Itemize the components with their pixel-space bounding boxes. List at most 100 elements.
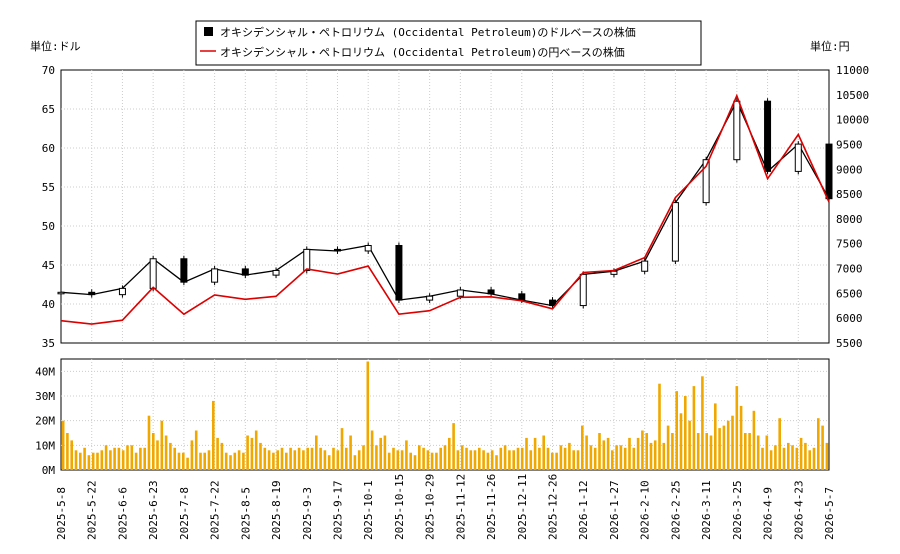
volume-bar [109, 450, 112, 470]
volume-bar [825, 442, 829, 470]
volume-bar [817, 418, 820, 470]
volume-bar [714, 403, 717, 470]
volume-bar [744, 433, 747, 470]
xtick-label: 2025-10-15 [393, 474, 406, 540]
volume-tick-label: 40M [35, 365, 55, 378]
usd-candle [426, 295, 434, 301]
usd-price-line [60, 99, 830, 307]
usd-candle [456, 289, 464, 297]
volume-bar [70, 440, 73, 470]
volume-bar [199, 452, 202, 470]
legend-usd-marker [204, 27, 213, 36]
usd-candle [671, 202, 679, 262]
volume-bar [572, 450, 575, 470]
xtick-label: 2025-6-6 [116, 487, 129, 540]
usd-candle [610, 270, 618, 275]
volume-bar [503, 445, 507, 470]
volume-bar [306, 447, 309, 470]
volume-bar [735, 386, 739, 470]
volume-bar [400, 450, 404, 470]
volume-bar [126, 445, 129, 470]
volume-bar [212, 400, 215, 470]
volume-bar [671, 433, 674, 470]
volume-bar [692, 386, 696, 470]
volume-bar [422, 447, 425, 470]
volume-bar [332, 447, 335, 470]
volume-bar [263, 447, 267, 470]
volume-bar [593, 447, 597, 470]
xtick-label: 2025-9-3 [301, 487, 314, 540]
volume-bar [508, 450, 511, 470]
volume-bar [568, 442, 571, 470]
volume-bar [520, 447, 524, 470]
volume-tick-label: 10M [35, 439, 55, 452]
volume-bar [87, 455, 91, 470]
volume-bar [190, 440, 194, 470]
volume-bar [336, 450, 340, 470]
volume-bar [696, 433, 700, 470]
volume-bar [61, 420, 65, 470]
volume-bar [748, 433, 751, 470]
volume-bar [731, 415, 734, 470]
xtick-label: 2025-8-5 [239, 487, 252, 540]
usd-candle [641, 260, 649, 272]
ytick-right-label: 9500 [836, 138, 863, 151]
volume-bar [460, 445, 464, 470]
volume-bar [413, 455, 417, 470]
volume-bar [726, 420, 730, 470]
xtick-label: 2026-3-11 [700, 480, 713, 540]
ytick-left-label: 40 [42, 298, 55, 311]
volume-bar [117, 447, 121, 470]
volume-tick-label: 30M [35, 390, 55, 403]
ytick-right-label: 11000 [836, 64, 869, 77]
volume-bar [538, 447, 541, 470]
xtick-label: 2025-11-26 [485, 474, 498, 540]
volume-bar [66, 433, 69, 470]
usd-candle [57, 291, 65, 295]
volume-bar [272, 452, 275, 470]
volume-bar [645, 433, 648, 470]
volume-bar [443, 445, 447, 470]
volume-bar [662, 442, 666, 470]
xtick-label: 2025-9-17 [331, 480, 344, 540]
volume-bar [701, 376, 704, 470]
ytick-right-label: 9000 [836, 163, 863, 176]
volume-bar [194, 430, 198, 470]
usd-candle [764, 100, 772, 172]
x-date-ticks: 2025-5-8 2025-5-22 2025-6-6 2025-6-23 2025-7… [55, 474, 836, 540]
xtick-label: 2026-1-12 [577, 480, 590, 540]
volume-bars [61, 361, 829, 470]
volume-bar [134, 452, 138, 470]
volume-bar [297, 447, 301, 470]
volume-bar [756, 435, 760, 470]
ytick-right-label: 7000 [836, 263, 863, 276]
xtick-label: 2026-4-9 [762, 487, 775, 540]
volume-bar [559, 445, 563, 470]
volume-bar [705, 433, 708, 470]
usd-candle [333, 248, 341, 252]
xtick-label: 2026-3-25 [731, 480, 744, 540]
volume-bar [611, 450, 614, 470]
xtick-label: 2025-5-22 [86, 480, 99, 540]
volume-bar [164, 435, 168, 470]
xtick-label: 2025-7-8 [178, 487, 191, 540]
volume-bar [220, 442, 224, 470]
volume-bar [345, 447, 348, 470]
volume-bar [392, 447, 395, 470]
usd-candle [364, 245, 372, 252]
usd-candle [518, 293, 526, 301]
volume-bar [658, 383, 661, 470]
volume-bar [383, 435, 387, 470]
usd-candle [118, 287, 126, 296]
volume-bar [387, 452, 391, 470]
volume-bar [319, 447, 322, 470]
ytick-left-label: 70 [42, 64, 55, 77]
usd-candle [272, 269, 280, 276]
usd-candle [303, 248, 311, 271]
volume-bar [653, 440, 657, 470]
volume-bar [147, 415, 151, 470]
volume-bar [619, 445, 623, 470]
volume-bar [516, 447, 520, 470]
volume-bar [156, 440, 159, 470]
volume-bar [405, 440, 408, 470]
